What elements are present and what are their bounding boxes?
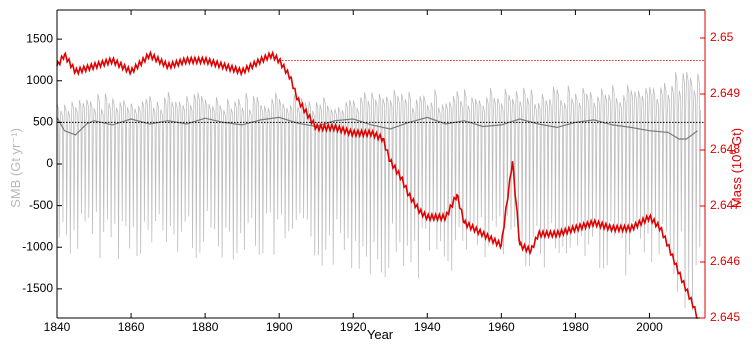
smb-smoothed-line [56, 116, 698, 140]
y-right-tick-label-4: 2.649 [710, 86, 740, 100]
x-axis-label: Year [367, 327, 394, 342]
plot-area [56, 50, 705, 319]
y-right-tick-label-0: 2.645 [710, 310, 740, 324]
axes: 1840 1860 1880 1900 1920 1940 1960 1980 2000 -150… [22, 9, 740, 334]
y-left-tick-label--1000: -1000 [22, 239, 53, 253]
y-right-tick-label-5: 2.65 [710, 30, 734, 44]
y-left-tick-label--500: -500 [29, 198, 53, 212]
y-left-tick-label-1000: 1000 [26, 73, 53, 87]
x-tick-label-1980: 1980 [562, 320, 589, 334]
y-right-tick-label-2: 2.647 [710, 198, 740, 212]
y-left-tick-label-1500: 1500 [26, 31, 53, 45]
x-tick-label-1880: 1880 [192, 320, 219, 334]
y-left-tick-label-0: 0 [46, 156, 53, 170]
smb-seasonal-line [56, 72, 701, 311]
x-tick-label-1860: 1860 [118, 320, 145, 334]
x-tick-label-1960: 1960 [488, 320, 515, 334]
mass-line [56, 50, 698, 319]
y-right-tick-label-3: 2.648 [710, 142, 740, 156]
y-left-tick-label-500: 500 [33, 115, 53, 129]
y-axis-left-label: SMB (Gt yr⁻¹) [8, 128, 23, 208]
x-tick-label-1840: 1840 [44, 320, 71, 334]
x-tick-label-2000: 2000 [636, 320, 663, 334]
x-tick-label-1900: 1900 [266, 320, 293, 334]
x-tick-label-1940: 1940 [414, 320, 441, 334]
y-left-tick-label--1500: -1500 [22, 281, 53, 295]
x-tick-label-1920: 1920 [340, 320, 367, 334]
y-axis-right-label: Mass (106 Gt) [728, 128, 744, 208]
y-right-tick-label-1: 2.646 [710, 254, 740, 268]
